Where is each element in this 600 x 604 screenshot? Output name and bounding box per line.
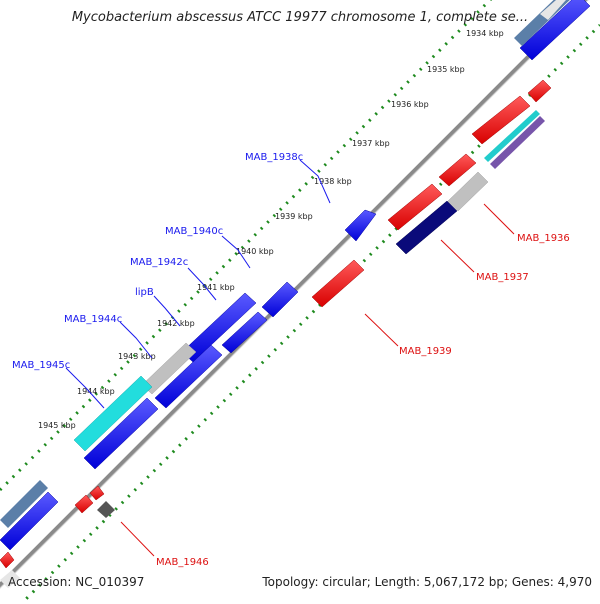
accession-text: Accession: NC_010397 <box>8 575 145 589</box>
kbp-tick-label: 1937 kbp <box>352 139 390 148</box>
gene-arrow-reverse[interactable] <box>471 95 531 145</box>
kbp-tick-label: 1934 kbp <box>466 29 504 38</box>
genome-summary-text: Topology: circular; Length: 5,067,172 bp… <box>262 575 592 589</box>
gene-arrow-forward[interactable] <box>73 375 153 452</box>
gene-arrow-reverse[interactable] <box>97 501 115 518</box>
map-title: Mycobacterium abscessus ATCC 19977 chrom… <box>71 10 529 25</box>
forward-genes <box>0 0 591 551</box>
gene-arrow-forward[interactable] <box>0 491 59 551</box>
kbp-tick-label: 1938 kbp <box>314 177 352 186</box>
kbp-tick-label: 1942 kbp <box>157 319 195 328</box>
gene-arrow-forward[interactable] <box>519 0 591 61</box>
gene-label[interactable]: MAB_1938c <box>245 152 303 163</box>
forward-gene-labels: MAB_1938c MAB_1940c MAB_1942c lipB MAB_1… <box>12 152 303 371</box>
kbp-tick-label: 1939 kbp <box>275 212 313 221</box>
reverse-label-leaders <box>120 203 515 557</box>
inner-tick-line <box>18 23 600 604</box>
gene-arrow-reverse[interactable] <box>74 494 94 514</box>
leader-line <box>364 313 399 347</box>
gene-arrow-reverse[interactable] <box>527 79 552 103</box>
leader-line <box>483 203 515 235</box>
kbp-tick-label: 1941 kbp <box>197 283 235 292</box>
gene-arrow-forward[interactable] <box>514 0 574 46</box>
leader-line <box>119 321 153 359</box>
gene-arrow-reverse[interactable] <box>0 551 15 569</box>
gene-arrow-reverse[interactable] <box>395 200 458 255</box>
gene-label[interactable]: MAB_1942c <box>130 257 188 268</box>
gene-label[interactable]: MAB_1936 <box>517 233 570 244</box>
kbp-tick-label: 1944 kbp <box>77 387 115 396</box>
leader-line <box>440 239 475 273</box>
gene-label[interactable]: MAB_1939 <box>399 346 452 357</box>
leader-line <box>65 367 105 409</box>
kbp-tick-label: 1943 kbp <box>118 352 156 361</box>
leader-line <box>299 159 331 204</box>
gene-arrow-reverse[interactable] <box>447 171 489 212</box>
gene-arrow-forward[interactable] <box>83 397 159 470</box>
leader-line <box>221 235 251 269</box>
gene-arrow-forward[interactable] <box>141 342 197 395</box>
gene-label[interactable]: MAB_1937 <box>476 272 529 283</box>
gene-arrow-forward[interactable] <box>154 344 223 409</box>
kbp-tick-label: 1936 kbp <box>391 100 429 109</box>
gene-label[interactable]: MAB_1945c <box>12 360 70 371</box>
reverse-gene-labels: MAB_1936 MAB_1937 MAB_1939 MAB_1946 <box>156 233 570 568</box>
forward-label-leaders <box>65 159 331 409</box>
gene-label[interactable]: MAB_1944c <box>64 314 122 325</box>
kbp-tick-label: 1945 kbp <box>38 421 76 430</box>
gene-arrow-reverse[interactable] <box>387 183 443 231</box>
leader-line <box>187 267 217 301</box>
gene-arrow-reverse[interactable] <box>438 153 477 187</box>
kbp-tick-label: 1940 kbp <box>236 247 274 256</box>
map-corner-fragment <box>0 570 20 588</box>
gene-arrow-forward[interactable] <box>261 281 299 318</box>
gene-arrow-reverse[interactable] <box>490 116 545 169</box>
gene-label[interactable]: MAB_1940c <box>165 226 223 237</box>
gene-arrow-reverse[interactable] <box>89 485 105 501</box>
gene-arrow-reverse[interactable] <box>311 259 365 308</box>
gene-arrow-forward[interactable] <box>344 209 377 242</box>
gene-arrow-forward[interactable] <box>0 480 48 528</box>
kbp-ticks: 1934 kbp 1935 kbp 1936 kbp 1937 kbp 1938… <box>38 29 504 430</box>
kbp-tick-label: 1935 kbp <box>427 65 465 74</box>
leader-line <box>153 295 181 327</box>
map-corner-fragment <box>540 0 566 20</box>
gene-arrow-forward[interactable] <box>221 311 268 354</box>
gene-label[interactable]: lipB <box>135 287 154 298</box>
reverse-genes <box>0 79 552 569</box>
gene-label[interactable]: MAB_1946 <box>156 557 209 568</box>
gene-arrow-reverse[interactable] <box>484 110 540 162</box>
leader-line <box>120 521 155 557</box>
